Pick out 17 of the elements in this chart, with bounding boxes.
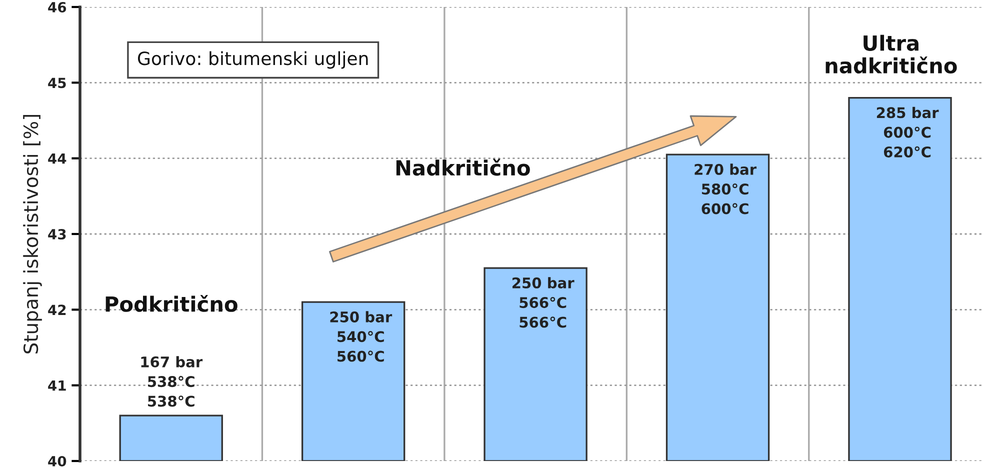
y-tick-label: 43 bbox=[48, 228, 66, 240]
annotation: Nadkritično bbox=[396, 158, 530, 176]
y-tick-label: 41 bbox=[48, 380, 66, 391]
annotation: Gorivo: bitumenski ugljen bbox=[138, 51, 368, 69]
y-tick-label: 42 bbox=[48, 304, 66, 315]
y-axis-title: Stupanj iskoristivosti [%] bbox=[23, 114, 42, 354]
y-tick-label: 45 bbox=[48, 78, 66, 88]
annotation: 250 bar 540°C 560°C bbox=[330, 311, 392, 362]
y-tick-label: 44 bbox=[48, 153, 66, 164]
annotation: 167 bar 538°C 538°C bbox=[141, 356, 203, 407]
y-tick-label: 40 bbox=[48, 456, 66, 466]
annotation: 285 bar 600°C 620°C bbox=[876, 106, 939, 158]
y-tick-label: 46 bbox=[48, 2, 66, 12]
annotation: Ultra nadkritično bbox=[826, 34, 957, 74]
annotation: Podkritično bbox=[106, 294, 238, 312]
annotation: 270 bar 580°C 600°C bbox=[694, 164, 757, 214]
annotation: 250 bar 566°C 566°C bbox=[512, 277, 574, 328]
